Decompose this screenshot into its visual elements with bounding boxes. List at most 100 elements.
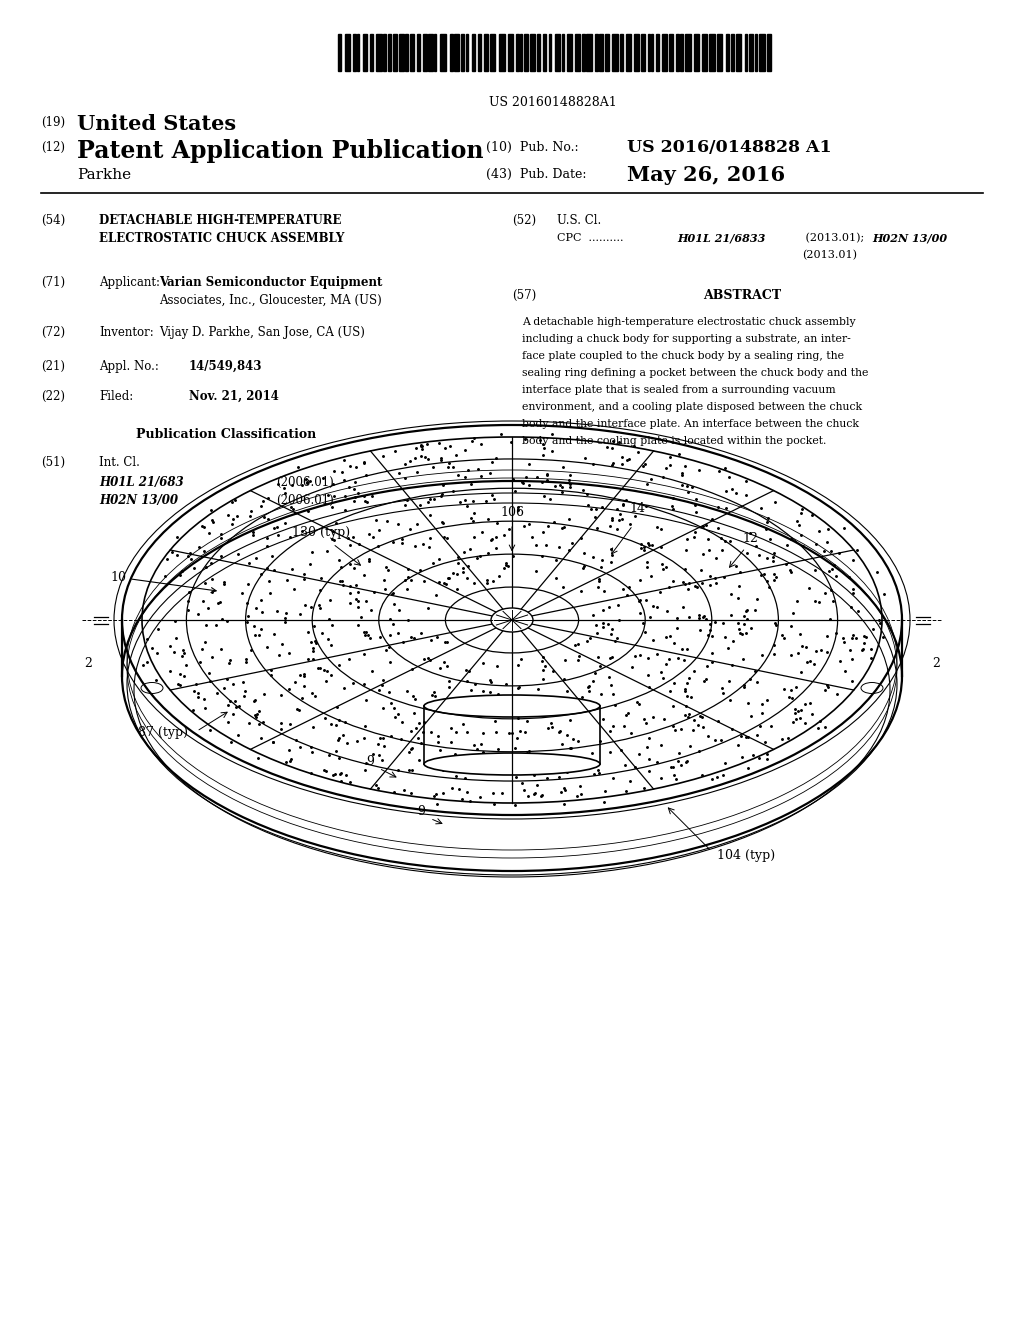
Text: Applicant:: Applicant:: [99, 276, 160, 289]
Bar: [520, 34, 522, 71]
Bar: [604, 34, 609, 71]
Text: (43)  Pub. Date:: (43) Pub. Date:: [486, 168, 587, 181]
Bar: [562, 34, 564, 71]
Ellipse shape: [424, 696, 600, 717]
Bar: [549, 34, 551, 71]
Text: 14: 14: [630, 502, 646, 515]
Bar: [508, 34, 513, 71]
Text: 10: 10: [111, 570, 216, 593]
Bar: [450, 34, 453, 71]
Bar: [466, 34, 468, 71]
Text: (2013.01);: (2013.01);: [802, 232, 867, 243]
Text: environment, and a cooling plate disposed between the chuck: environment, and a cooling plate dispose…: [522, 401, 862, 412]
Text: U.S. Cl.: U.S. Cl.: [557, 214, 601, 227]
Bar: [731, 34, 733, 71]
Bar: [362, 34, 368, 71]
Bar: [662, 34, 668, 71]
Bar: [685, 34, 690, 71]
Bar: [656, 34, 659, 71]
Bar: [404, 34, 409, 71]
Bar: [388, 34, 391, 71]
Bar: [423, 34, 427, 71]
Bar: [651, 34, 653, 71]
Text: US 2016/0148828 A1: US 2016/0148828 A1: [627, 139, 831, 156]
Bar: [434, 34, 436, 71]
Text: 2: 2: [932, 657, 940, 671]
Text: 14/549,843: 14/549,843: [189, 360, 262, 372]
Bar: [393, 34, 397, 71]
Text: Nov. 21, 2014: Nov. 21, 2014: [189, 389, 279, 403]
Ellipse shape: [141, 682, 163, 693]
Bar: [709, 34, 715, 71]
Text: Vijay D. Parkhe, San Jose, CA (US): Vijay D. Parkhe, San Jose, CA (US): [159, 326, 365, 339]
Text: (2006.01): (2006.01): [275, 494, 334, 507]
Bar: [538, 34, 541, 71]
Text: Int. Cl.: Int. Cl.: [99, 455, 140, 469]
Text: 9: 9: [366, 755, 374, 768]
Text: Varian Semiconductor Equipment: Varian Semiconductor Equipment: [159, 276, 382, 289]
Text: CPC  ..........: CPC ..........: [557, 232, 631, 243]
Text: (19): (19): [41, 116, 66, 129]
Bar: [621, 34, 623, 71]
Bar: [575, 34, 581, 71]
Bar: [483, 34, 488, 71]
Bar: [377, 34, 382, 71]
Text: Filed:: Filed:: [99, 389, 133, 403]
Text: 12: 12: [742, 532, 759, 545]
Bar: [750, 34, 753, 71]
Text: US 20160148828A1: US 20160148828A1: [489, 96, 616, 110]
Text: 130 (typ): 130 (typ): [292, 525, 350, 539]
Bar: [345, 34, 350, 71]
Text: 9: 9: [417, 805, 425, 818]
Text: (54): (54): [41, 214, 66, 227]
Bar: [567, 34, 572, 71]
Text: (12): (12): [41, 141, 65, 154]
Text: H01L 21/683: H01L 21/683: [99, 475, 183, 488]
Ellipse shape: [490, 609, 534, 632]
Bar: [418, 34, 420, 71]
Text: (72): (72): [41, 326, 66, 339]
Text: 87 (typ): 87 (typ): [138, 726, 188, 739]
Bar: [680, 34, 683, 71]
Ellipse shape: [142, 437, 882, 803]
Text: 104 (typ): 104 (typ): [717, 849, 775, 862]
Text: including a chuck body for supporting a substrate, an inter-: including a chuck body for supporting a …: [522, 334, 851, 343]
Bar: [736, 34, 741, 71]
Text: face plate coupled to the chuck body by a sealing ring, the: face plate coupled to the chuck body by …: [522, 351, 844, 360]
Text: (2006.01): (2006.01): [275, 475, 334, 488]
Text: Inventor:: Inventor:: [99, 326, 154, 339]
Bar: [383, 34, 386, 71]
Text: H01L 21/6833: H01L 21/6833: [677, 232, 765, 244]
Text: Associates, Inc., Gloucester, MA (US): Associates, Inc., Gloucester, MA (US): [159, 294, 382, 306]
Text: Appl. No.:: Appl. No.:: [99, 360, 159, 372]
Text: body and the interface plate. An interface between the chuck: body and the interface plate. An interfa…: [522, 418, 859, 429]
Text: (2013.01): (2013.01): [802, 249, 857, 260]
Text: (57): (57): [512, 289, 537, 302]
Bar: [411, 34, 414, 71]
Text: 106: 106: [500, 506, 524, 519]
Bar: [461, 34, 464, 71]
Text: Parkhe: Parkhe: [77, 168, 131, 182]
Text: (22): (22): [41, 389, 65, 403]
Bar: [726, 34, 729, 71]
Text: (51): (51): [41, 455, 66, 469]
Text: Publication Classification: Publication Classification: [136, 428, 316, 441]
Bar: [524, 34, 528, 71]
Bar: [599, 34, 602, 71]
Text: 2: 2: [84, 657, 92, 671]
Text: interface plate that is sealed from a surrounding vacuum: interface plate that is sealed from a su…: [522, 385, 836, 395]
Text: body and the cooling plate is located within the pocket.: body and the cooling plate is located wi…: [522, 436, 826, 446]
Text: May 26, 2016: May 26, 2016: [627, 165, 784, 185]
Text: (10)  Pub. No.:: (10) Pub. No.:: [486, 141, 579, 154]
Ellipse shape: [861, 682, 883, 693]
Bar: [717, 34, 722, 71]
Text: sealing ring defining a pocket between the chuck body and the: sealing ring defining a pocket between t…: [522, 368, 868, 378]
Bar: [440, 34, 446, 71]
Ellipse shape: [424, 752, 600, 775]
Bar: [670, 34, 673, 71]
Bar: [641, 34, 645, 71]
Text: ELECTROSTATIC CHUCK ASSEMBLY: ELECTROSTATIC CHUCK ASSEMBLY: [99, 232, 344, 244]
Bar: [353, 34, 355, 71]
Bar: [634, 34, 639, 71]
Bar: [582, 34, 585, 71]
